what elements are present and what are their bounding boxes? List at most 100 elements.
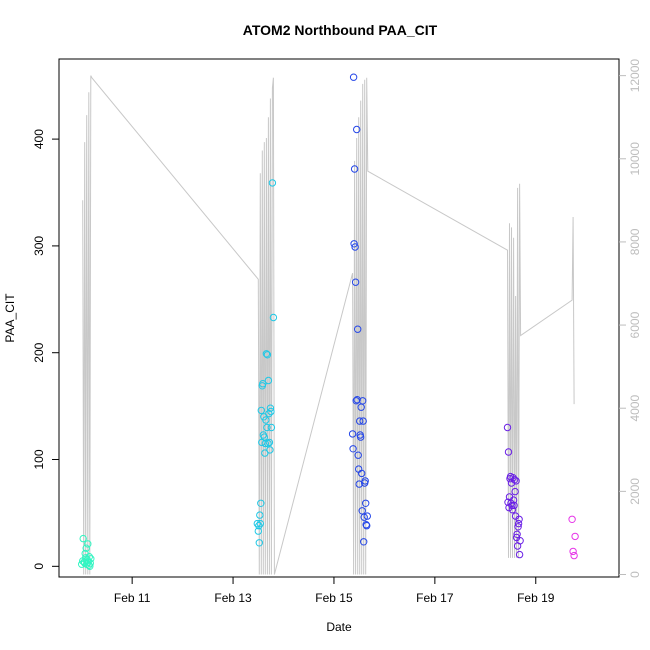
data-point (259, 380, 267, 388)
data-point (513, 530, 521, 538)
data-point (514, 519, 523, 528)
data-point (509, 496, 518, 504)
data-point (514, 523, 522, 531)
data-point (266, 404, 275, 412)
data-point (263, 423, 271, 432)
x-tick-label: Feb 11 (114, 591, 151, 605)
chart-title: ATOM2 Northbound PAA_CIT (243, 22, 438, 38)
data-point (351, 278, 360, 286)
y-axis: 0 100 200 300 400 (32, 129, 59, 570)
data-point (265, 409, 273, 418)
data-point (255, 522, 263, 530)
secondary-series-line (82, 75, 575, 575)
data-point (349, 73, 358, 81)
data-point (348, 430, 357, 438)
data-point (569, 547, 577, 556)
data-point (510, 501, 518, 510)
y2-axis-right: 0 2000 4000 6000 8000 10000 12000 (619, 59, 642, 578)
y-tick-label: 100 (32, 449, 46, 469)
data-point (254, 527, 262, 535)
data-point (359, 417, 367, 425)
data-point (264, 439, 272, 448)
y-tick-label: 400 (32, 129, 46, 149)
secondary-line-layer (82, 75, 575, 575)
y2-tick-label: 10000 (628, 142, 642, 176)
data-point (262, 416, 270, 424)
plot-frame (58, 58, 620, 578)
y-tick-label: 0 (32, 563, 46, 570)
x-tick-label: Feb 13 (214, 591, 252, 605)
data-point (504, 448, 513, 456)
data-point (516, 537, 524, 545)
data-point (570, 551, 578, 560)
data-point (84, 540, 92, 548)
data-point (263, 351, 272, 359)
data-point (261, 449, 269, 457)
data-point (265, 438, 274, 447)
x-tick-label: Feb 17 (416, 591, 454, 605)
data-point (571, 532, 579, 541)
data-point (256, 511, 264, 519)
data-point (363, 522, 371, 530)
data-point (86, 562, 94, 570)
data-point (86, 559, 95, 567)
data-point (269, 313, 278, 322)
data-point (82, 544, 90, 552)
data-point (515, 550, 524, 559)
data-point (358, 469, 366, 478)
data-point (356, 417, 364, 425)
data-point (508, 506, 517, 514)
data-point (266, 446, 274, 454)
y2-tick-label: 12000 (628, 59, 642, 93)
data-point (508, 501, 516, 510)
y2-tick-label: 6000 (628, 311, 642, 338)
data-point (503, 423, 512, 432)
data-point (87, 555, 95, 563)
data-point (253, 519, 261, 528)
data-point (350, 240, 358, 248)
x-tick-label: Feb 19 (517, 591, 555, 605)
data-point (256, 519, 264, 528)
data-point (267, 407, 275, 416)
y-tick-label: 300 (32, 236, 46, 256)
data-point (351, 243, 359, 251)
data-point (264, 376, 273, 385)
data-point (511, 487, 519, 496)
points-layer (78, 73, 579, 570)
data-point (350, 165, 359, 173)
y2-tick-label: 0 (628, 571, 642, 578)
y2-tick-label: 2000 (628, 478, 642, 505)
data-point (262, 350, 271, 358)
data-point (515, 515, 523, 523)
data-point (267, 423, 276, 432)
data-point (255, 539, 263, 547)
x-axis-label: Date (326, 620, 352, 634)
data-point (257, 499, 265, 507)
data-point (85, 561, 93, 569)
x-axis: Feb 11 Feb 13 Feb 15 Feb 17 Feb 19 (114, 577, 555, 605)
data-point (79, 534, 87, 543)
y-axis-label: PAA_CIT (3, 293, 17, 343)
data-point (349, 445, 357, 453)
x-tick-label: Feb 15 (315, 591, 353, 605)
data-point (512, 477, 520, 485)
data-point (353, 396, 361, 404)
data-point (362, 499, 370, 507)
y-tick-label: 200 (32, 342, 46, 362)
data-point (261, 439, 269, 448)
data-point (361, 477, 369, 485)
data-point (360, 513, 368, 521)
data-point (357, 433, 365, 441)
data-point (257, 406, 265, 415)
data-point (353, 125, 361, 134)
data-point (568, 515, 576, 523)
data-point (354, 325, 362, 333)
y2-tick-label: 4000 (628, 395, 642, 422)
data-point (355, 480, 363, 488)
data-point (360, 538, 368, 546)
y2-tick-label: 8000 (628, 228, 642, 255)
data-point (363, 512, 371, 520)
data-point (510, 476, 519, 484)
data-point (354, 451, 362, 459)
